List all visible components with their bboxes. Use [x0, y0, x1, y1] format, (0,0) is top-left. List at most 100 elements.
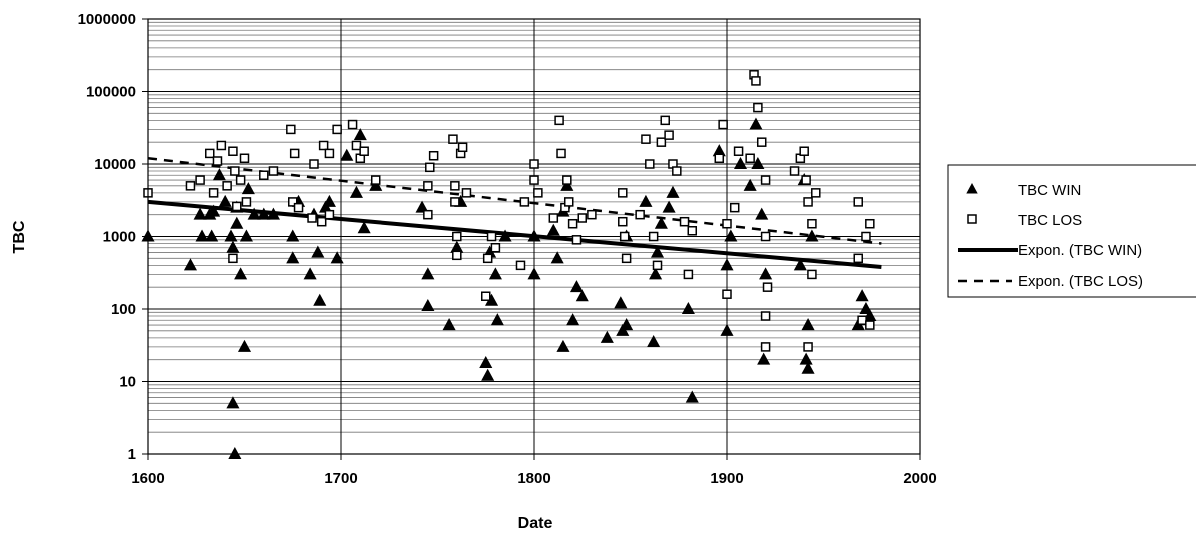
los-point: [490, 242, 501, 253]
los-point: [293, 202, 304, 213]
los-point: [239, 153, 250, 164]
los-point: [635, 209, 645, 220]
win-point: [793, 258, 807, 271]
los-point: [228, 253, 238, 264]
los-point: [332, 124, 342, 135]
los-point: [232, 201, 242, 212]
win-point: [801, 318, 815, 331]
los-point: [807, 218, 817, 229]
los-point: [807, 269, 817, 280]
win-point: [479, 355, 493, 368]
win-point: [230, 216, 244, 229]
los-point: [241, 197, 252, 207]
win-point: [311, 245, 325, 258]
win-point: [639, 194, 653, 207]
los-point: [645, 159, 655, 169]
los-point: [515, 260, 526, 271]
los-point: [529, 159, 539, 169]
los-point: [428, 150, 439, 161]
los-point: [760, 342, 771, 352]
win-point: [751, 156, 765, 169]
y-tick-label: 100: [111, 301, 136, 318]
point-layer: [141, 70, 877, 459]
y-tick-label: 10: [119, 374, 136, 391]
axis-layer: [142, 18, 921, 460]
win-point: [650, 245, 665, 258]
los-point: [324, 209, 335, 220]
win-point: [546, 223, 560, 236]
win-point: [614, 296, 628, 309]
los-point: [733, 146, 744, 156]
los-point: [803, 197, 813, 207]
y-tick-label: 1000: [103, 229, 136, 246]
los-point: [789, 166, 800, 176]
win-point: [720, 258, 734, 271]
win-point: [340, 148, 354, 161]
win-point: [805, 229, 819, 242]
los-point: [672, 166, 682, 176]
win-point: [195, 229, 209, 242]
win-point: [349, 185, 363, 198]
los-point: [683, 269, 694, 280]
los-point: [760, 311, 771, 321]
win-point: [303, 267, 317, 280]
win-point: [527, 267, 541, 280]
los-point: [664, 130, 674, 140]
los-point: [425, 162, 435, 173]
win-point: [759, 267, 773, 280]
los-point: [857, 315, 867, 325]
los-point: [448, 134, 458, 144]
plot-frame: [147, 18, 921, 455]
los-point: [714, 153, 725, 164]
win-point: [749, 117, 763, 130]
los-point: [718, 119, 728, 130]
los-point: [760, 231, 771, 242]
win-point: [799, 352, 813, 365]
los-point: [359, 146, 369, 156]
los-point: [618, 188, 628, 198]
los-point: [656, 137, 667, 147]
win-point: [207, 204, 221, 217]
los-point: [853, 253, 863, 264]
los-point: [195, 175, 205, 185]
win-point: [286, 229, 300, 242]
win-point: [600, 330, 614, 343]
los-point: [577, 213, 587, 223]
win-point: [550, 251, 564, 264]
los-point: [853, 197, 863, 207]
win-point: [442, 318, 456, 331]
los-point: [347, 119, 358, 130]
los-point: [571, 235, 582, 245]
win-point: [755, 207, 769, 220]
win-point: [353, 128, 367, 141]
los-point: [351, 140, 362, 151]
los-point: [745, 153, 755, 164]
los-point: [619, 231, 630, 242]
legend-win-swatch: [966, 183, 978, 194]
los-point: [567, 218, 578, 229]
win-point: [575, 289, 589, 302]
win-point: [322, 194, 336, 207]
los-point: [562, 175, 572, 185]
los-point: [482, 253, 493, 264]
los-point: [533, 188, 543, 198]
y-tick-label: 100000: [86, 84, 136, 101]
win-point: [666, 185, 680, 198]
win-point: [212, 168, 226, 181]
win-point: [720, 323, 734, 336]
win-point: [685, 390, 699, 403]
win-point: [247, 207, 261, 220]
win-point: [743, 178, 757, 191]
x-tick-label: 1900: [710, 470, 743, 487]
legend-los-swatch: [967, 214, 977, 224]
los-point: [228, 146, 238, 156]
win-point: [415, 200, 429, 213]
x-axis-title: Date: [518, 515, 553, 532]
win-point: [421, 298, 435, 311]
los-point: [687, 226, 698, 236]
trendline-win: [147, 199, 882, 269]
win-point: [681, 301, 695, 314]
los-point: [289, 148, 300, 159]
x-tick-label: 1700: [324, 470, 357, 487]
